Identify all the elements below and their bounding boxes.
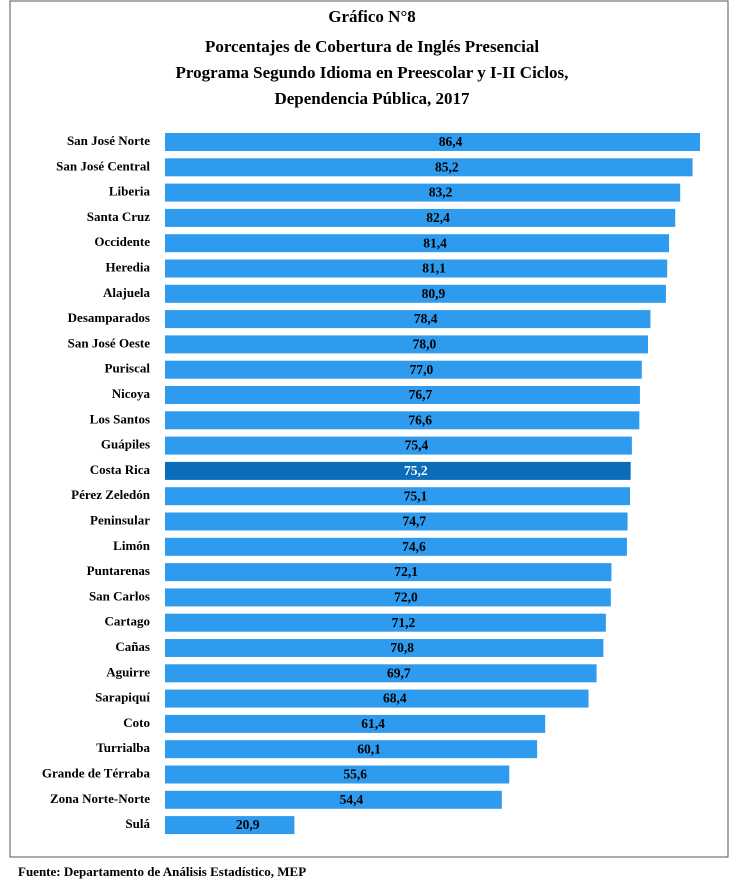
category-label: Turrialba <box>96 740 150 755</box>
category-label: San José Oeste <box>68 335 151 350</box>
bar <box>165 335 648 354</box>
value-label: 82,4 <box>426 210 450 225</box>
category-label: Alajuela <box>103 285 150 300</box>
value-label: 74,7 <box>402 514 426 529</box>
category-label: Aguirre <box>106 664 150 679</box>
value-label: 71,2 <box>392 615 416 630</box>
category-label: Costa Rica <box>90 462 151 477</box>
value-label: 72,0 <box>394 589 418 604</box>
value-label: 77,0 <box>410 362 434 377</box>
category-label: Sarapiquí <box>95 690 150 705</box>
bar <box>165 310 651 329</box>
value-label: 75,4 <box>405 438 429 453</box>
value-label: 83,2 <box>429 185 453 200</box>
bar <box>165 487 631 506</box>
bar <box>165 259 668 278</box>
value-label: 86,4 <box>439 134 463 149</box>
category-label: Guápiles <box>101 437 150 452</box>
category-label: Nicoya <box>112 386 151 401</box>
value-label: 75,1 <box>404 488 428 503</box>
category-label: Liberia <box>109 184 151 199</box>
value-label: 72,1 <box>394 564 418 579</box>
bar <box>165 765 510 784</box>
source-note: Fuente: Departamento de Análisis Estadís… <box>18 864 306 879</box>
bar <box>165 158 693 177</box>
value-label: 68,4 <box>383 691 407 706</box>
value-label: 54,4 <box>340 792 364 807</box>
category-label: San Carlos <box>89 588 150 603</box>
category-label: Desamparados <box>68 310 150 325</box>
category-label: Peninsular <box>90 512 150 527</box>
value-label: 78,4 <box>414 311 438 326</box>
bar <box>165 816 295 835</box>
bar <box>165 512 628 531</box>
category-label: Zona Norte-Norte <box>50 791 150 806</box>
bar <box>165 588 611 607</box>
bar <box>165 133 700 151</box>
value-label: 75,2 <box>404 463 428 478</box>
category-label: Pérez Zeledón <box>71 487 151 502</box>
category-label: Sulá <box>125 816 150 831</box>
bar <box>165 714 546 733</box>
category-label: Limón <box>113 538 151 553</box>
value-label: 76,7 <box>409 387 433 402</box>
value-label: 60,1 <box>357 741 381 756</box>
value-label: 55,6 <box>343 767 367 782</box>
bar <box>165 639 604 657</box>
category-label: Occidente <box>94 234 150 249</box>
category-label: Puriscal <box>105 361 151 376</box>
chart-title: Dependencia Pública, 2017 <box>274 89 470 108</box>
category-label: Cañas <box>115 639 150 654</box>
bar <box>165 234 670 253</box>
value-label: 69,7 <box>387 665 411 680</box>
category-label: Heredia <box>105 259 150 274</box>
bar <box>165 436 632 455</box>
value-label: 81,1 <box>422 261 446 276</box>
bar <box>165 613 606 632</box>
value-label: 70,8 <box>390 640 414 655</box>
bar <box>165 208 676 227</box>
category-label: Los Santos <box>90 411 150 426</box>
category-label: Cartago <box>105 614 151 629</box>
bar <box>165 563 612 582</box>
value-label: 81,4 <box>423 235 447 250</box>
chart-frame <box>9 0 729 858</box>
bar <box>165 664 597 683</box>
category-label: Santa Cruz <box>87 209 150 224</box>
chart-title: Gráfico N°8 <box>328 7 416 26</box>
category-label: Grande de Térraba <box>42 765 151 780</box>
bar <box>165 183 681 202</box>
bar <box>165 537 627 556</box>
category-label: San José Central <box>56 158 150 173</box>
bar <box>165 411 640 430</box>
category-label: Coto <box>123 715 150 730</box>
value-label: 78,0 <box>413 336 437 351</box>
value-label: 85,2 <box>435 159 459 174</box>
category-label: Puntarenas <box>87 563 150 578</box>
category-label: San José Norte <box>67 133 150 148</box>
value-label: 61,4 <box>361 716 385 731</box>
bar <box>165 790 502 809</box>
bar <box>165 386 640 404</box>
bar <box>165 689 589 708</box>
value-label: 80,9 <box>422 286 446 301</box>
bar <box>165 461 631 480</box>
value-label: 74,6 <box>402 539 426 554</box>
chart-title: Programa Segundo Idioma en Preescolar y … <box>176 63 569 82</box>
bar <box>165 740 538 759</box>
bar <box>165 284 666 303</box>
value-label: 20,9 <box>236 817 260 832</box>
bar <box>165 360 642 379</box>
value-label: 76,6 <box>408 412 432 427</box>
chart-title: Porcentajes de Cobertura de Inglés Prese… <box>205 37 539 56</box>
